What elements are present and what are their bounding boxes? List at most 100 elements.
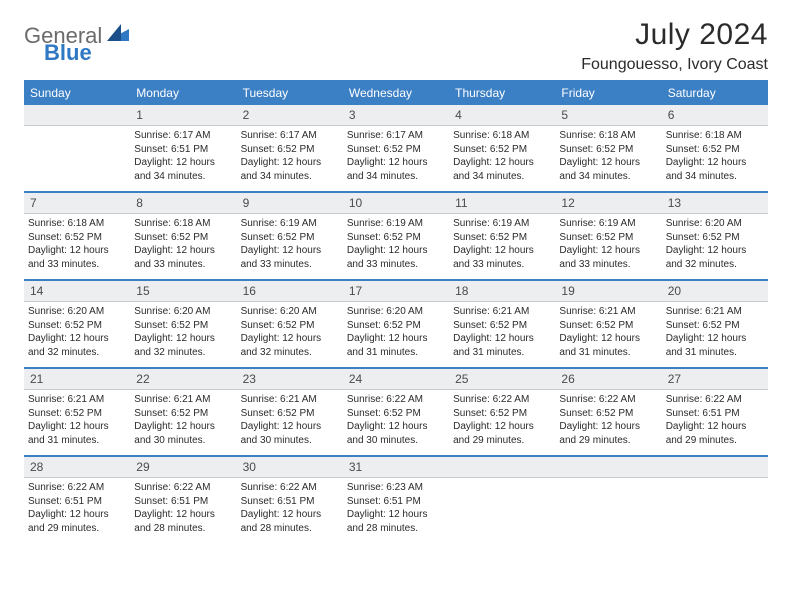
- daylight-line: Daylight: 12 hours and 30 minutes.: [347, 420, 445, 447]
- daylight-line: Daylight: 12 hours and 32 minutes.: [134, 332, 232, 359]
- daylight-line: Daylight: 12 hours and 34 minutes.: [453, 156, 551, 183]
- daylight-line: Daylight: 12 hours and 29 minutes.: [559, 420, 657, 447]
- date-cell: [24, 105, 130, 126]
- sunset-line: Sunset: 6:52 PM: [666, 319, 764, 333]
- day-header: Friday: [555, 81, 661, 105]
- sunset-line: Sunset: 6:52 PM: [453, 231, 551, 245]
- date-cell: 7: [24, 193, 130, 214]
- date-cell: 8: [130, 193, 236, 214]
- daylight-line: Daylight: 12 hours and 34 minutes.: [241, 156, 339, 183]
- date-cell: 3: [343, 105, 449, 126]
- sunset-line: Sunset: 6:51 PM: [134, 143, 232, 157]
- info-cell: [24, 126, 130, 193]
- info-cell: Sunrise: 6:22 AMSunset: 6:52 PMDaylight:…: [449, 390, 555, 457]
- date-row: 14151617181920: [24, 281, 768, 302]
- info-cell: Sunrise: 6:21 AMSunset: 6:52 PMDaylight:…: [130, 390, 236, 457]
- sunset-line: Sunset: 6:51 PM: [28, 495, 126, 509]
- sunset-line: Sunset: 6:52 PM: [666, 231, 764, 245]
- daylight-line: Daylight: 12 hours and 32 minutes.: [28, 332, 126, 359]
- date-cell: 21: [24, 369, 130, 390]
- sunrise-line: Sunrise: 6:21 AM: [241, 393, 339, 407]
- info-cell: Sunrise: 6:23 AMSunset: 6:51 PMDaylight:…: [343, 478, 449, 540]
- day-header: Tuesday: [237, 81, 343, 105]
- date-cell: 23: [237, 369, 343, 390]
- date-cell: [662, 457, 768, 478]
- sunrise-line: Sunrise: 6:20 AM: [134, 305, 232, 319]
- sunrise-line: Sunrise: 6:22 AM: [134, 481, 232, 495]
- info-cell: [662, 478, 768, 540]
- brand-mark-icon: [107, 24, 129, 47]
- daylight-line: Daylight: 12 hours and 29 minutes.: [28, 508, 126, 535]
- info-cell: Sunrise: 6:21 AMSunset: 6:52 PMDaylight:…: [237, 390, 343, 457]
- date-cell: 22: [130, 369, 236, 390]
- daylight-line: Daylight: 12 hours and 33 minutes.: [453, 244, 551, 271]
- date-row: 123456: [24, 105, 768, 126]
- sunset-line: Sunset: 6:52 PM: [347, 319, 445, 333]
- info-cell: Sunrise: 6:20 AMSunset: 6:52 PMDaylight:…: [662, 214, 768, 281]
- info-cell: Sunrise: 6:21 AMSunset: 6:52 PMDaylight:…: [449, 302, 555, 369]
- info-cell: Sunrise: 6:21 AMSunset: 6:52 PMDaylight:…: [662, 302, 768, 369]
- date-cell: [555, 457, 661, 478]
- sunset-line: Sunset: 6:52 PM: [241, 319, 339, 333]
- info-cell: [555, 478, 661, 540]
- date-cell: 29: [130, 457, 236, 478]
- info-cell: Sunrise: 6:18 AMSunset: 6:52 PMDaylight:…: [130, 214, 236, 281]
- info-cell: Sunrise: 6:22 AMSunset: 6:51 PMDaylight:…: [24, 478, 130, 540]
- date-cell: 10: [343, 193, 449, 214]
- date-cell: 25: [449, 369, 555, 390]
- day-header: Sunday: [24, 81, 130, 105]
- header: General Blue July 2024 Foungouesso, Ivor…: [24, 18, 768, 74]
- daylight-line: Daylight: 12 hours and 31 minutes.: [559, 332, 657, 359]
- sunrise-line: Sunrise: 6:20 AM: [347, 305, 445, 319]
- sunrise-line: Sunrise: 6:22 AM: [453, 393, 551, 407]
- date-cell: 2: [237, 105, 343, 126]
- sunrise-line: Sunrise: 6:21 AM: [666, 305, 764, 319]
- day-header: Saturday: [662, 81, 768, 105]
- info-cell: Sunrise: 6:22 AMSunset: 6:51 PMDaylight:…: [662, 390, 768, 457]
- sunset-line: Sunset: 6:52 PM: [28, 231, 126, 245]
- brand-text-2: Blue: [44, 42, 92, 64]
- day-header-row: Sunday Monday Tuesday Wednesday Thursday…: [24, 81, 768, 105]
- sunrise-line: Sunrise: 6:19 AM: [453, 217, 551, 231]
- sunrise-line: Sunrise: 6:17 AM: [134, 129, 232, 143]
- sunset-line: Sunset: 6:52 PM: [134, 407, 232, 421]
- date-row: 21222324252627: [24, 369, 768, 390]
- date-cell: 9: [237, 193, 343, 214]
- daylight-line: Daylight: 12 hours and 32 minutes.: [241, 332, 339, 359]
- sunrise-line: Sunrise: 6:17 AM: [347, 129, 445, 143]
- info-cell: Sunrise: 6:21 AMSunset: 6:52 PMDaylight:…: [24, 390, 130, 457]
- sunset-line: Sunset: 6:52 PM: [559, 319, 657, 333]
- info-cell: Sunrise: 6:17 AMSunset: 6:51 PMDaylight:…: [130, 126, 236, 193]
- daylight-line: Daylight: 12 hours and 33 minutes.: [28, 244, 126, 271]
- date-cell: 18: [449, 281, 555, 302]
- sunset-line: Sunset: 6:52 PM: [347, 231, 445, 245]
- date-cell: 13: [662, 193, 768, 214]
- info-cell: Sunrise: 6:19 AMSunset: 6:52 PMDaylight:…: [555, 214, 661, 281]
- info-cell: Sunrise: 6:22 AMSunset: 6:51 PMDaylight:…: [130, 478, 236, 540]
- date-cell: 24: [343, 369, 449, 390]
- info-row: Sunrise: 6:20 AMSunset: 6:52 PMDaylight:…: [24, 302, 768, 369]
- date-cell: [449, 457, 555, 478]
- sunset-line: Sunset: 6:52 PM: [453, 407, 551, 421]
- daylight-line: Daylight: 12 hours and 33 minutes.: [134, 244, 232, 271]
- info-row: Sunrise: 6:17 AMSunset: 6:51 PMDaylight:…: [24, 126, 768, 193]
- sunrise-line: Sunrise: 6:18 AM: [453, 129, 551, 143]
- info-cell: [449, 478, 555, 540]
- date-cell: 11: [449, 193, 555, 214]
- info-cell: Sunrise: 6:18 AMSunset: 6:52 PMDaylight:…: [24, 214, 130, 281]
- sunrise-line: Sunrise: 6:19 AM: [241, 217, 339, 231]
- page-title: July 2024: [581, 18, 768, 52]
- sunset-line: Sunset: 6:52 PM: [559, 231, 657, 245]
- info-cell: Sunrise: 6:22 AMSunset: 6:52 PMDaylight:…: [343, 390, 449, 457]
- info-cell: Sunrise: 6:20 AMSunset: 6:52 PMDaylight:…: [130, 302, 236, 369]
- sunset-line: Sunset: 6:52 PM: [453, 143, 551, 157]
- date-cell: 19: [555, 281, 661, 302]
- daylight-line: Daylight: 12 hours and 30 minutes.: [134, 420, 232, 447]
- brand-logo: General Blue: [24, 24, 129, 47]
- sunrise-line: Sunrise: 6:18 AM: [559, 129, 657, 143]
- daylight-line: Daylight: 12 hours and 33 minutes.: [241, 244, 339, 271]
- sunrise-line: Sunrise: 6:22 AM: [241, 481, 339, 495]
- date-cell: 20: [662, 281, 768, 302]
- sunrise-line: Sunrise: 6:22 AM: [559, 393, 657, 407]
- info-cell: Sunrise: 6:18 AMSunset: 6:52 PMDaylight:…: [662, 126, 768, 193]
